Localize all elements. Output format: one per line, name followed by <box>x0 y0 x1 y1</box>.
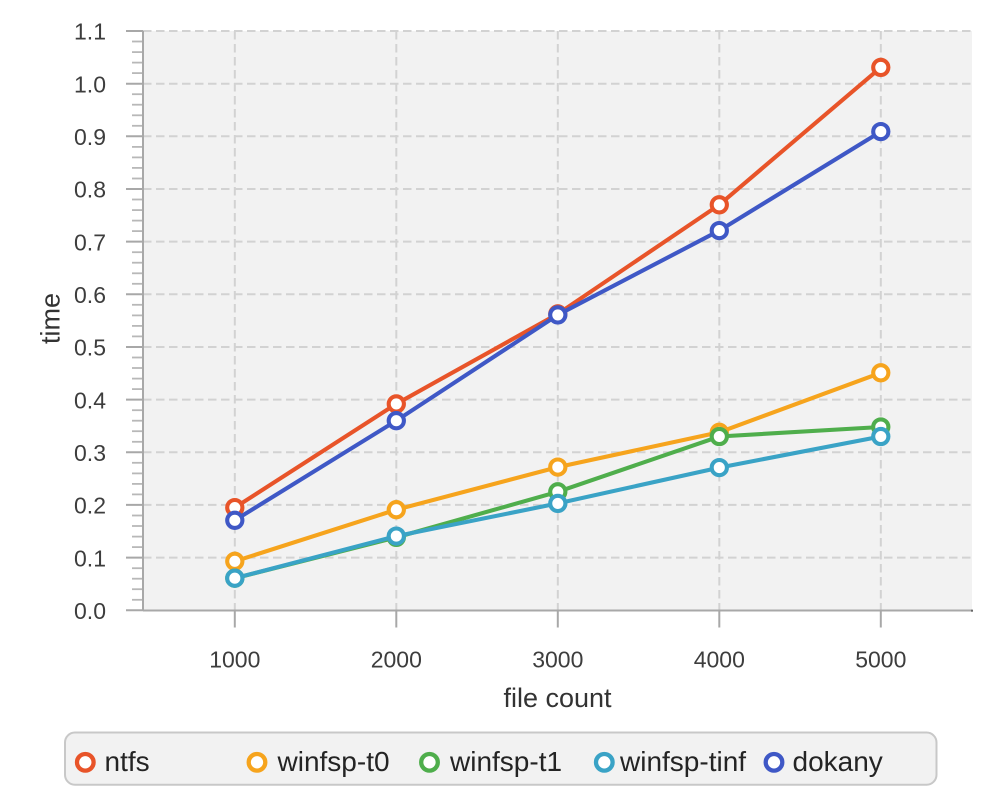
svg-text:0.6: 0.6 <box>74 282 106 308</box>
svg-text:time: time <box>36 293 66 344</box>
svg-text:1.0: 1.0 <box>74 71 106 97</box>
svg-text:winfsp-tinf: winfsp-tinf <box>619 746 746 777</box>
svg-text:3000: 3000 <box>532 647 583 673</box>
svg-text:ntfs: ntfs <box>105 746 150 777</box>
svg-text:0.3: 0.3 <box>74 440 106 466</box>
svg-text:4000: 4000 <box>694 647 745 673</box>
svg-text:0.5: 0.5 <box>74 335 106 361</box>
svg-text:0.1: 0.1 <box>74 545 106 571</box>
svg-text:0.9: 0.9 <box>74 124 106 150</box>
svg-text:2000: 2000 <box>371 647 422 673</box>
svg-text:0.4: 0.4 <box>74 387 106 413</box>
svg-text:1000: 1000 <box>209 647 260 673</box>
svg-text:0.2: 0.2 <box>74 493 106 519</box>
svg-text:winfsp-t0: winfsp-t0 <box>277 746 390 777</box>
svg-text:1.1: 1.1 <box>74 19 106 45</box>
svg-text:0.8: 0.8 <box>74 177 106 203</box>
svg-text:file count: file count <box>503 683 612 713</box>
svg-text:0.0: 0.0 <box>74 598 106 624</box>
svg-text:0.7: 0.7 <box>74 229 106 255</box>
svg-text:5000: 5000 <box>855 647 906 673</box>
svg-text:winfsp-t1: winfsp-t1 <box>449 746 562 777</box>
svg-text:dokany: dokany <box>793 746 883 777</box>
